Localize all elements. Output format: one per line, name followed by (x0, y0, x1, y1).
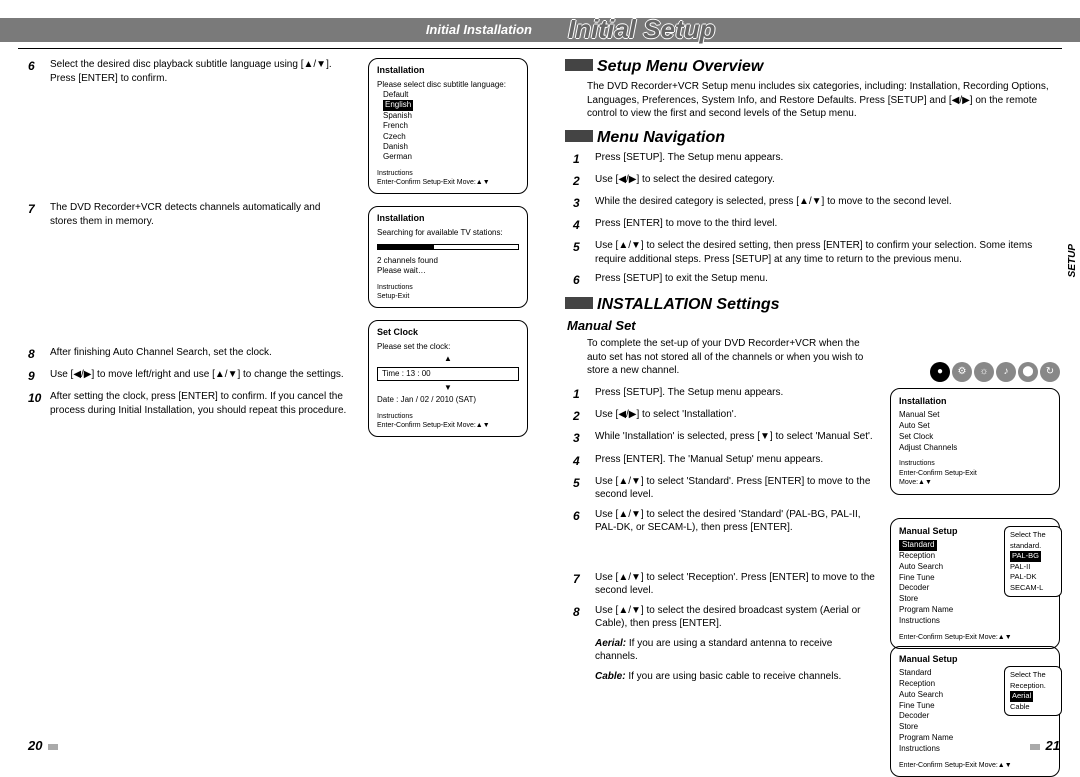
icon: ↻ (1040, 362, 1060, 382)
icon: ⬤ (1018, 362, 1038, 382)
subsection-title: Manual Set (567, 318, 1060, 333)
step: 9Use [◀/▶] to move left/right and use [▲… (28, 368, 348, 384)
header-bar: Initial Installation Initial Setup (0, 18, 1080, 42)
section-title: Menu Navigation (597, 129, 725, 146)
section-bar (565, 59, 593, 71)
osd-set-clock: Set Clock Please set the clock: ▲ Time :… (368, 320, 528, 437)
right-page: Setup Menu Overview The DVD Recorder+VCR… (565, 58, 1060, 753)
osd-subtitle-lang: Installation Please select disc subtitle… (368, 58, 528, 194)
osd-channel-search: Installation Searching for available TV … (368, 206, 528, 308)
header-subtitle: Initial Installation (426, 22, 532, 37)
popup-standard: Select The standard. PAL-BG PAL-II PAL-D… (1004, 526, 1062, 597)
step: 6Select the desired disc playback subtit… (28, 58, 348, 85)
header-title: Initial Setup (568, 14, 715, 45)
section-title: Setup Menu Overview (597, 58, 763, 75)
divider (18, 48, 1062, 49)
popup-reception: Select The Reception. Aerial Cable (1004, 666, 1062, 716)
icon: ⚙ (952, 362, 972, 382)
section-title: INSTALLATION Settings (597, 296, 780, 313)
section-bar (565, 297, 593, 309)
icon: ♪ (996, 362, 1016, 382)
osd-installation-menu: Installation Manual Set Auto Set Set Clo… (890, 388, 1060, 495)
page-number-right: 21 (1028, 738, 1060, 753)
step: 10After setting the clock, press [ENTER]… (28, 390, 348, 417)
left-page: 6Select the desired disc playback subtit… (28, 58, 528, 753)
category-icons: ●⚙☼♪⬤↻ (930, 362, 1060, 382)
rec-icon: ● (930, 362, 950, 382)
section-bar (565, 130, 593, 142)
setup-tab: SETUP (1067, 244, 1078, 277)
icon: ☼ (974, 362, 994, 382)
page-number-left: 20 (28, 738, 60, 753)
step: 8After finishing Auto Channel Search, se… (28, 346, 348, 362)
step: 7The DVD Recorder+VCR detects channels a… (28, 201, 348, 228)
